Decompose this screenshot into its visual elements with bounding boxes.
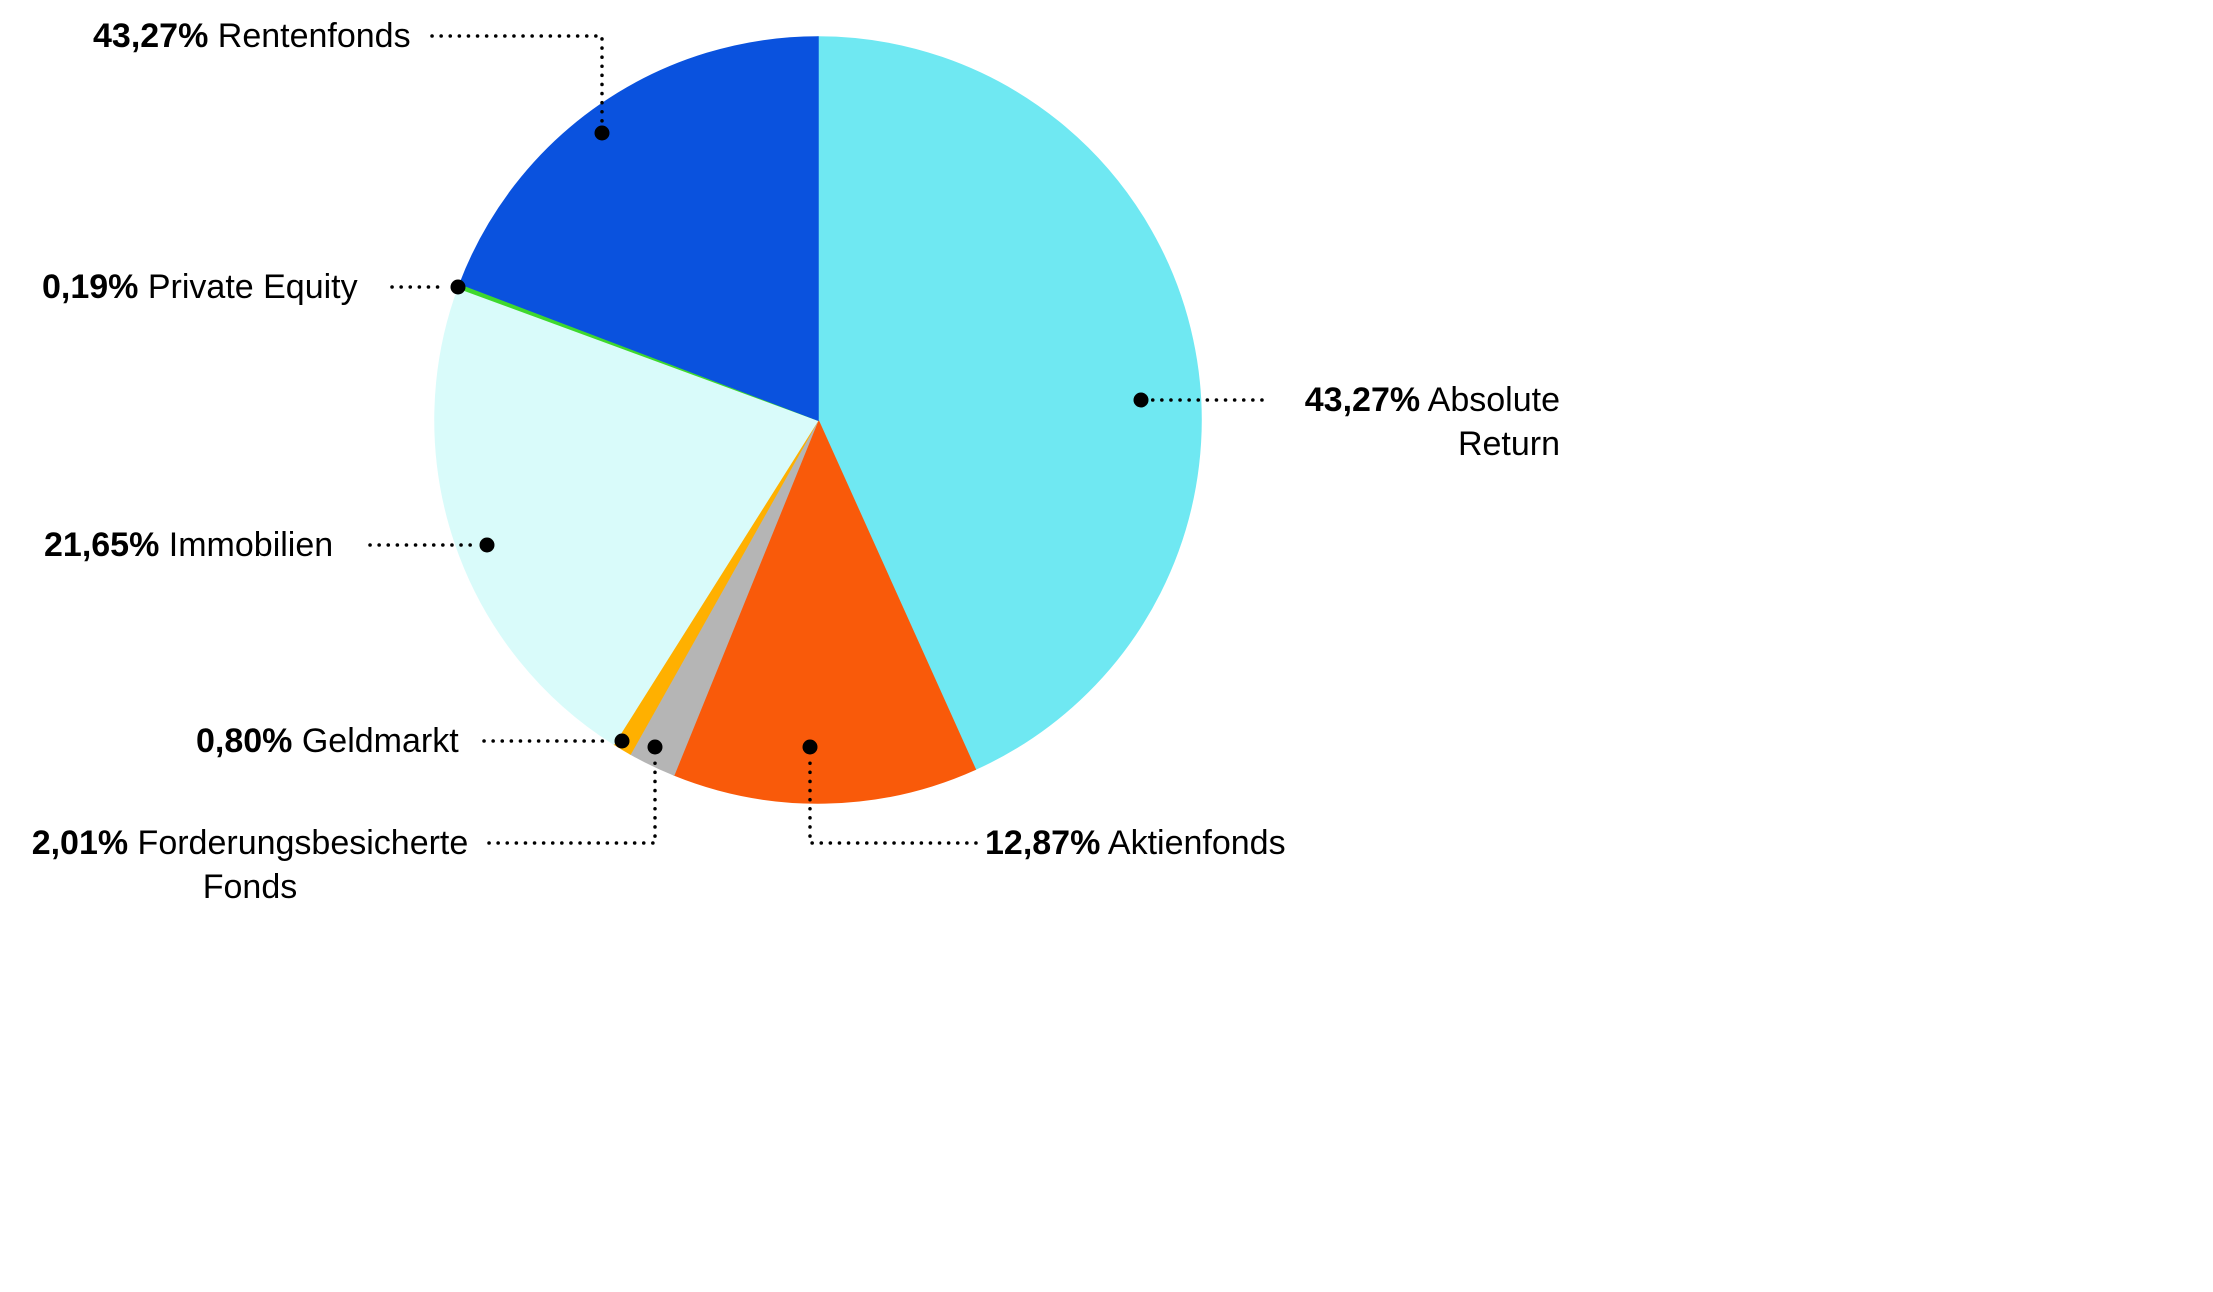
name-aktienfonds: Aktienfonds bbox=[1107, 824, 1286, 862]
percent-aktienfonds: 12,87% bbox=[985, 824, 1101, 862]
percent-immobilien: 21,65% bbox=[44, 526, 160, 564]
callout-geldmarkt: 0,80% Geldmarkt bbox=[196, 719, 459, 763]
name-absolute-return: Absolute Return bbox=[1427, 381, 1560, 463]
percent-geldmarkt: 0,80% bbox=[196, 722, 293, 760]
name-private-equity: Private Equity bbox=[147, 268, 358, 306]
anchor-dot-immobilien bbox=[479, 537, 495, 553]
anchor-dot-absolute-return bbox=[1133, 392, 1149, 408]
callout-rentenfonds: 43,27% Rentenfonds bbox=[93, 14, 411, 58]
percent-private-equity: 0,19% bbox=[42, 268, 139, 306]
anchor-dot-geldmarkt bbox=[614, 733, 630, 749]
name-rentenfonds: Rentenfonds bbox=[217, 17, 411, 55]
pie-slices bbox=[434, 36, 1202, 804]
anchor-dot-private-equity bbox=[450, 279, 466, 295]
percent-forderungsbesicherte-fonds: 2,01% bbox=[31, 824, 129, 862]
percent-rentenfonds: 43,27% bbox=[93, 17, 209, 55]
leader-lines bbox=[368, 34, 1264, 845]
name-geldmarkt: Geldmarkt bbox=[301, 722, 459, 760]
callout-aktienfonds: 12,87% Aktienfonds bbox=[985, 821, 1286, 865]
percent-absolute-return: 43,27% bbox=[1304, 381, 1421, 419]
name-immobilien: Immobilien bbox=[168, 526, 334, 564]
leader-rentenfonds bbox=[430, 34, 604, 124]
callout-immobilien: 21,65% Immobilien bbox=[44, 523, 333, 567]
pie-slice-immobilien bbox=[434, 287, 820, 746]
callout-absolute-return: 43,27% Absolute Return bbox=[1260, 378, 1560, 466]
pie-slice-rentenfonds bbox=[459, 36, 819, 422]
pie-slice-absolute-return bbox=[817, 36, 1202, 771]
leader-aktienfonds bbox=[808, 756, 978, 845]
leader-forderungsbesicherte-fonds bbox=[487, 756, 657, 845]
anchor-dots bbox=[450, 125, 1149, 755]
anchor-dot-forderungsbesicherte-fonds bbox=[647, 739, 663, 755]
anchor-dot-aktienfonds bbox=[802, 739, 818, 755]
callout-private-equity: 0,19% Private Equity bbox=[42, 265, 358, 309]
anchor-dot-rentenfonds bbox=[594, 125, 610, 141]
name-forderungsbesicherte-fonds: Forderungsbesicherte Fonds bbox=[137, 824, 469, 906]
pie-slice-aktienfonds bbox=[672, 418, 977, 804]
callout-forderungsbesicherte-fonds: 2,01% Forderungsbesicherte Fonds bbox=[0, 821, 500, 909]
